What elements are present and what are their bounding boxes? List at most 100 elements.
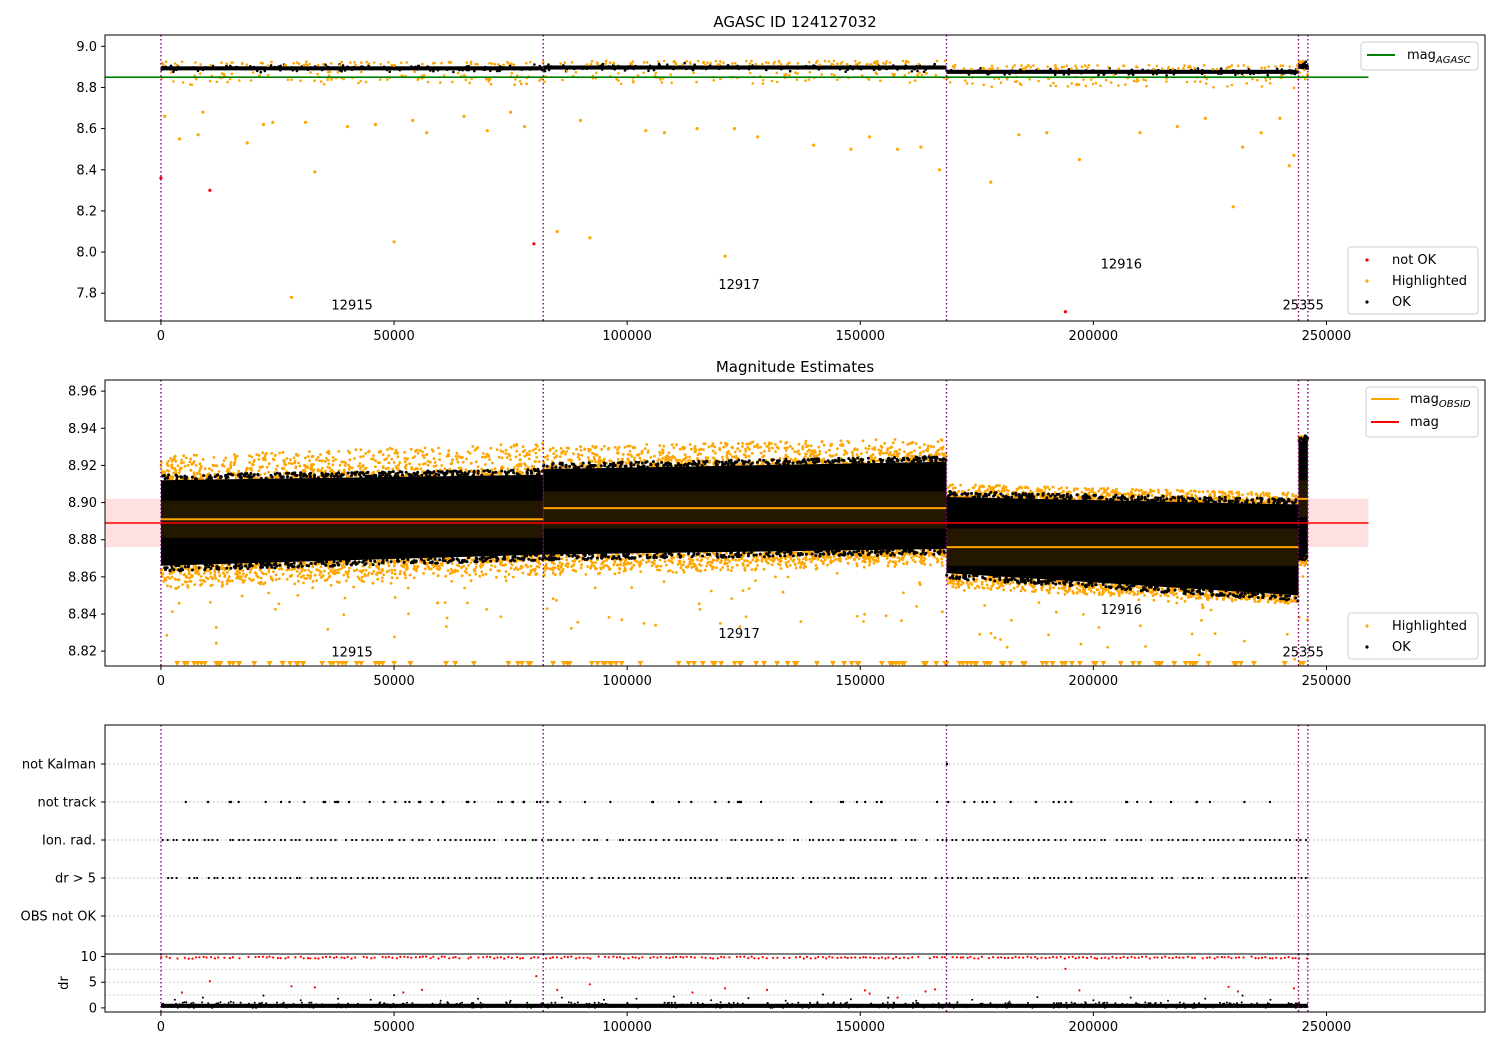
- highlighted-point: [172, 457, 176, 460]
- highlighted-point: [337, 450, 341, 453]
- ok-point: [693, 65, 696, 69]
- highlighted-point: [1183, 64, 1186, 67]
- highlighted-point: [560, 557, 564, 561]
- ok-point: [461, 67, 465, 70]
- highlighted-point: [347, 463, 350, 467]
- highlighted-point: [448, 467, 452, 471]
- highlighted-point: [1076, 82, 1079, 86]
- highlighted-point: [849, 147, 853, 151]
- highlighted-point: [556, 564, 560, 568]
- highlighted-point: [857, 557, 861, 560]
- ok-point: [529, 68, 532, 71]
- highlighted-point: [603, 564, 606, 567]
- ok-point: [943, 66, 946, 69]
- highlighted-point: [386, 561, 390, 565]
- ok-point: [169, 64, 173, 68]
- ok-point: [844, 70, 847, 73]
- highlighted-point: [880, 446, 884, 449]
- ok-point: [1136, 70, 1139, 73]
- highlighted-point: [1029, 66, 1032, 69]
- highlighted-point: [313, 170, 317, 174]
- highlighted-point: [893, 438, 897, 441]
- highlighted-point: [1128, 592, 1131, 595]
- highlighted-point: [661, 449, 665, 453]
- highlighted-point: [1246, 492, 1250, 496]
- highlighted-point: [1262, 494, 1266, 497]
- highlighted-point: [162, 63, 165, 66]
- ok-point: [935, 66, 938, 69]
- highlighted-point: [421, 450, 424, 454]
- highlighted-point: [872, 61, 876, 64]
- highlighted-point: [605, 564, 609, 567]
- highlighted-point: [364, 452, 367, 455]
- ok-point: [178, 67, 181, 71]
- highlighted-point: [426, 463, 430, 467]
- highlighted-point: [267, 470, 270, 474]
- highlighted-point: [348, 465, 352, 469]
- ok-point: [1174, 71, 1178, 74]
- highlighted-point: [361, 455, 365, 458]
- ok-point: [824, 65, 828, 69]
- highlighted-point: [619, 563, 623, 566]
- highlighted-point: [196, 133, 200, 137]
- highlighted-point: [716, 558, 720, 562]
- highlighted-point: [344, 461, 348, 465]
- highlighted-point: [836, 62, 839, 65]
- highlighted-point: [324, 460, 327, 463]
- ok-point: [776, 65, 780, 69]
- ok-point: [728, 66, 731, 69]
- highlighted-point: [786, 455, 790, 459]
- highlighted-point: [748, 561, 752, 564]
- highlighted-point: [1303, 68, 1306, 72]
- highlighted-point: [326, 627, 330, 631]
- highlighted-point: [716, 63, 719, 66]
- highlighted-point: [876, 559, 880, 563]
- highlighted-point: [929, 563, 932, 567]
- highlighted-point: [980, 484, 984, 488]
- highlighted-point: [225, 571, 229, 574]
- highlighted-point: [386, 448, 389, 451]
- highlighted-point: [642, 458, 646, 462]
- highlighted-point: [524, 467, 527, 471]
- highlighted-point: [564, 564, 568, 567]
- ok-point: [549, 65, 553, 68]
- highlighted-point: [399, 559, 403, 563]
- highlighted-point: [238, 571, 242, 575]
- highlighted-point: [788, 61, 791, 64]
- highlighted-point: [890, 453, 894, 457]
- highlighted-point: [534, 460, 537, 463]
- ok-point: [686, 67, 690, 70]
- highlighted-point: [264, 572, 268, 576]
- highlighted-point: [192, 453, 196, 457]
- highlighted-point: [223, 573, 227, 577]
- highlighted-point: [1040, 588, 1044, 592]
- ok-point: [385, 68, 389, 71]
- highlighted-point: [534, 447, 537, 451]
- highlighted-point: [744, 449, 748, 453]
- ok-point: [585, 67, 589, 71]
- highlighted-point: [212, 456, 216, 459]
- highlighted-point: [438, 566, 442, 570]
- ok-point: [1253, 70, 1257, 73]
- highlighted-point: [748, 442, 752, 445]
- highlighted-point: [1032, 64, 1035, 67]
- highlighted-point: [565, 446, 569, 450]
- highlighted-point: [916, 73, 919, 77]
- highlighted-point: [842, 453, 846, 456]
- highlighted-point: [813, 454, 817, 458]
- ok-point: [1014, 71, 1018, 75]
- highlighted-point: [520, 472, 524, 476]
- highlighted-point: [798, 558, 801, 562]
- highlighted-point: [1136, 592, 1139, 596]
- highlighted-point: [777, 59, 781, 63]
- highlighted-point: [642, 61, 646, 64]
- highlighted-point: [425, 131, 429, 135]
- highlighted-point: [436, 574, 440, 578]
- highlighted-point: [1148, 490, 1152, 494]
- highlighted-point: [341, 564, 345, 567]
- highlighted-point: [883, 554, 887, 558]
- highlighted-point: [421, 62, 424, 66]
- highlighted-point: [590, 60, 594, 63]
- highlighted-point: [566, 565, 570, 569]
- highlighted-point: [165, 462, 169, 466]
